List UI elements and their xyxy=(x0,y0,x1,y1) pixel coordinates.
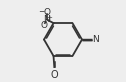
Text: O: O xyxy=(51,70,58,80)
Text: O: O xyxy=(40,21,47,30)
Text: +: + xyxy=(46,15,52,21)
Text: N: N xyxy=(92,35,99,44)
Text: N: N xyxy=(43,15,50,24)
Text: O: O xyxy=(43,8,50,17)
Text: −: − xyxy=(38,8,45,17)
